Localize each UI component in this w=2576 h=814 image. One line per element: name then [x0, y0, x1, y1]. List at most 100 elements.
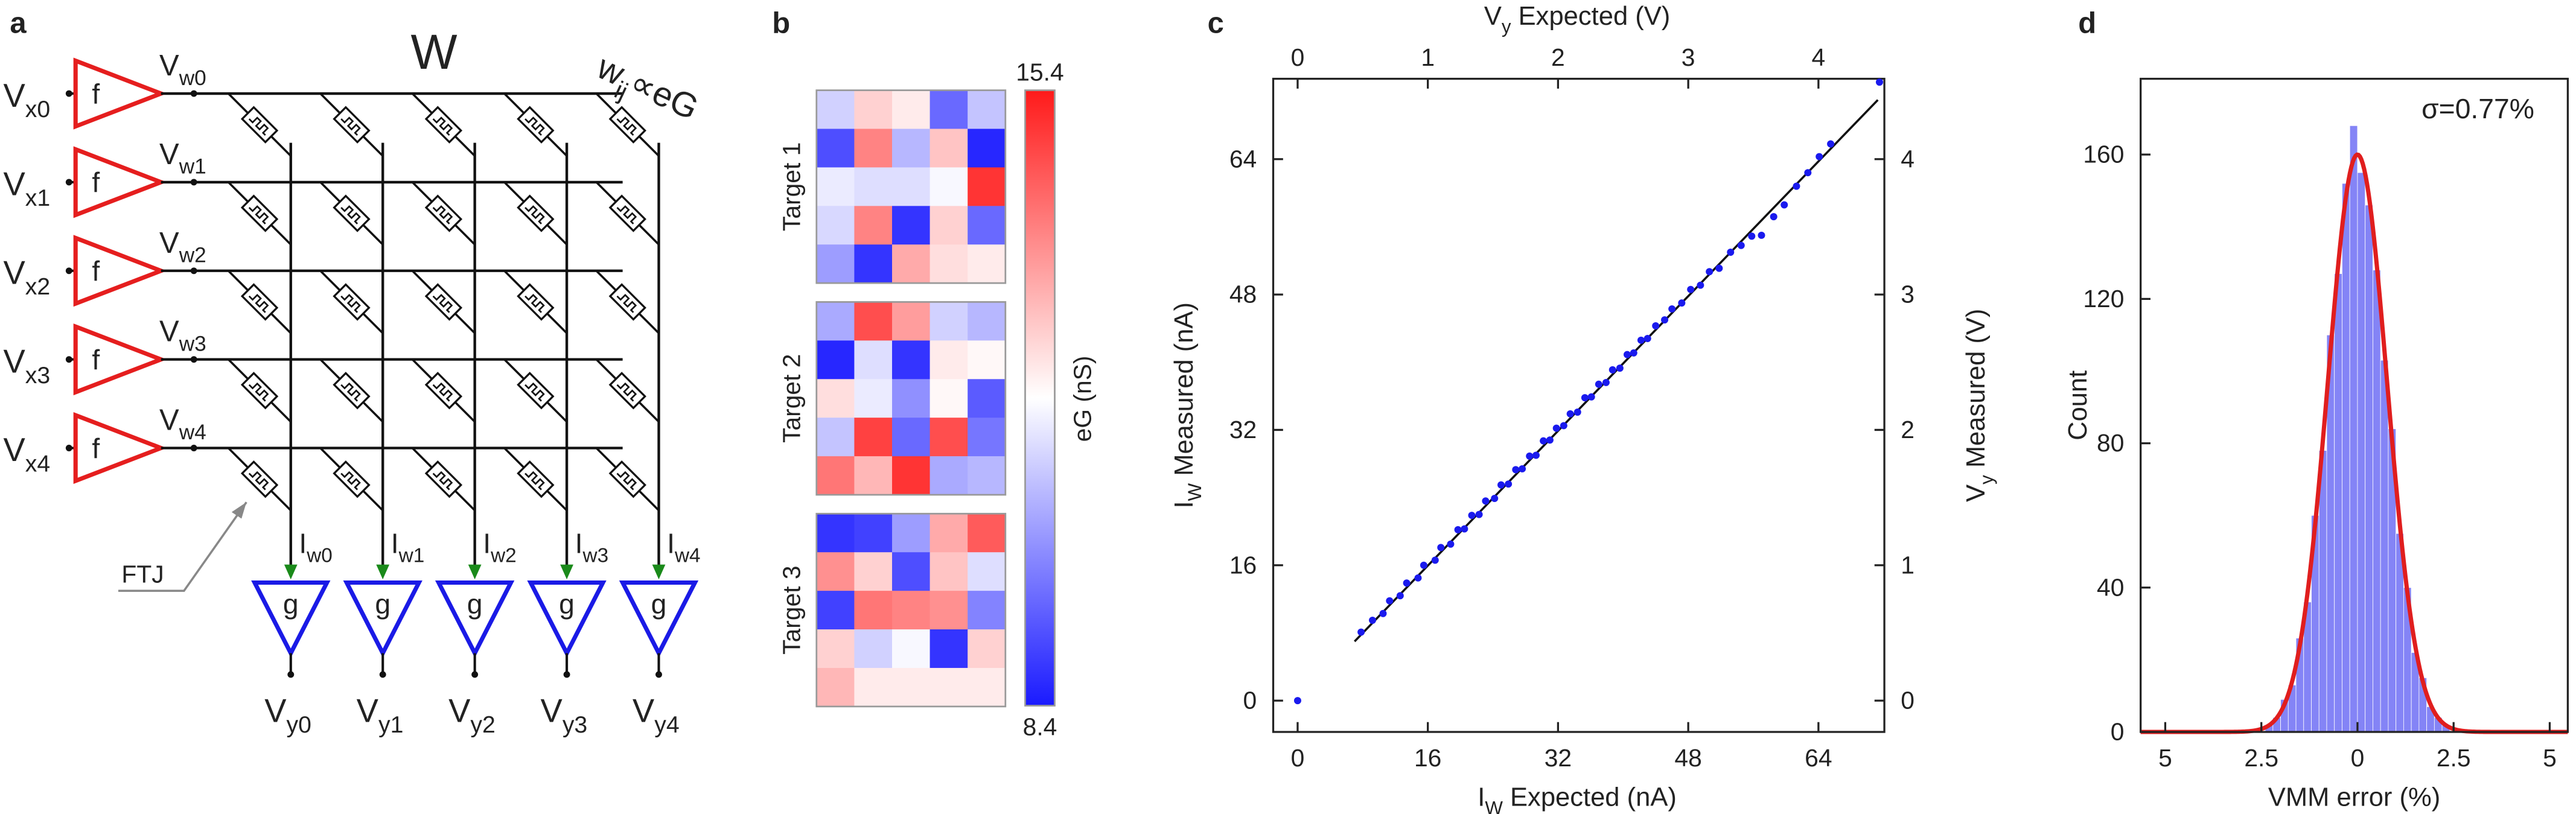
- scatter-point: [1687, 285, 1695, 293]
- x2-tick-label: 0: [1291, 43, 1305, 71]
- scatter-point: [1461, 525, 1468, 533]
- column-current-sub: w0: [306, 544, 333, 567]
- ftj-device: [608, 194, 646, 232]
- node: [190, 445, 197, 451]
- scatter-point: [1804, 169, 1812, 177]
- heat-cell: [968, 667, 1006, 707]
- row-voltage-base: V: [159, 49, 179, 82]
- heat-cell: [929, 552, 969, 591]
- ftj-device: [517, 283, 555, 321]
- heat-cell: [929, 629, 969, 669]
- scatter-point: [1616, 364, 1624, 372]
- heat-cell: [816, 591, 855, 630]
- terminal: [379, 671, 386, 678]
- ftj-symbol: [248, 382, 269, 402]
- heat-cell: [892, 514, 931, 553]
- ftj-body: [424, 106, 463, 144]
- heat-cell: [968, 340, 1006, 380]
- heat-cell: [929, 456, 969, 495]
- f-neuron: [73, 235, 167, 307]
- neuron-func: f: [92, 78, 100, 109]
- output-label-base: V: [264, 693, 287, 730]
- x-tick-label: 2.5: [2244, 744, 2278, 772]
- weight-label: W: [410, 25, 457, 80]
- neuron-func: g: [375, 588, 391, 620]
- column-current-sub: w2: [490, 544, 517, 567]
- row-voltage-sub: w4: [179, 421, 206, 444]
- row-voltage: Vw0: [159, 49, 206, 90]
- scatter-point: [1748, 232, 1756, 240]
- neuron-func: f: [92, 167, 100, 198]
- histogram-bar: [2380, 360, 2389, 733]
- row-voltage-sub: w2: [179, 244, 206, 267]
- y-tick-label: 64: [1229, 145, 1257, 173]
- ftj-symbol: [524, 293, 545, 313]
- heat-cell: [968, 591, 1006, 630]
- scatter-point: [1770, 213, 1777, 221]
- scatter-point: [1758, 231, 1765, 239]
- annotation: σ=0.77%: [2421, 93, 2534, 124]
- device-label: FTJ: [121, 561, 164, 588]
- heat-cell: [892, 90, 931, 130]
- x-tick-label: 48: [1674, 744, 1701, 772]
- ftj-device: [333, 106, 371, 144]
- device-pointer: [118, 501, 247, 592]
- y-tick-label: 160: [2083, 141, 2124, 168]
- heat-cell: [968, 90, 1006, 130]
- x-axis-label-rest: Expected (nA): [1503, 783, 1677, 812]
- x-axis-label: IW Expected (nA): [1478, 783, 1677, 814]
- scatter-point: [1816, 153, 1823, 161]
- x2-tick-label: 2: [1551, 43, 1565, 71]
- ftj-device: [240, 283, 279, 321]
- scatter-point: [1491, 495, 1499, 503]
- heat-cell: [968, 167, 1006, 207]
- ftj-symbol: [616, 382, 637, 402]
- scatter-point: [1454, 526, 1462, 533]
- x-tick-label: 0: [1291, 744, 1305, 772]
- output-label: Vy1: [357, 693, 404, 738]
- x-tick-label: 64: [1805, 744, 1832, 772]
- neuron-func: g: [283, 588, 299, 620]
- heat-cell: [968, 244, 1006, 284]
- x-tick-label: 2.5: [2437, 744, 2471, 772]
- scatter-point: [1546, 436, 1554, 444]
- input-label-sub: x2: [25, 274, 50, 300]
- scatter-point: [1587, 393, 1595, 401]
- scatter-point: [1608, 366, 1616, 374]
- column-current-sub: w4: [674, 544, 701, 567]
- output-label: Vy4: [633, 693, 680, 738]
- scatter-point: [1706, 268, 1714, 276]
- scatter-point: [1482, 497, 1490, 505]
- heat-cell: [816, 418, 855, 457]
- ftj-device: [424, 283, 463, 321]
- neuron-func: g: [651, 588, 667, 620]
- scatter-point: [1602, 378, 1610, 386]
- g-neuron: [527, 580, 607, 658]
- row-voltage-sub: w0: [179, 66, 206, 90]
- scatter-point: [1526, 452, 1534, 460]
- ftj-body: [517, 194, 555, 232]
- ftj-device: [517, 106, 555, 144]
- g-neuron: [251, 580, 331, 658]
- ftj-body: [517, 283, 555, 321]
- x-tick-label: 5: [2158, 744, 2172, 772]
- scatter-point: [1497, 481, 1505, 489]
- scatter-point: [1468, 512, 1476, 520]
- heat-cell: [816, 667, 855, 707]
- y-tick-label: 0: [2111, 718, 2125, 746]
- x2-tick-label: 3: [1682, 43, 1695, 71]
- scatter-point: [1475, 510, 1483, 518]
- scatter-point: [1540, 437, 1548, 445]
- input-label: Vx0: [3, 77, 50, 122]
- row-voltage-base: V: [159, 227, 179, 259]
- output-label-base: V: [541, 693, 563, 730]
- scatter-point: [1437, 544, 1445, 552]
- ftj-symbol: [616, 293, 637, 313]
- row-voltage-base: V: [159, 138, 179, 171]
- plot-frame: [1272, 77, 1886, 733]
- heat-cell: [892, 244, 931, 284]
- column-current: Iw1: [391, 528, 424, 567]
- output-label-sub: y0: [287, 712, 311, 738]
- scatter-point: [1431, 556, 1439, 564]
